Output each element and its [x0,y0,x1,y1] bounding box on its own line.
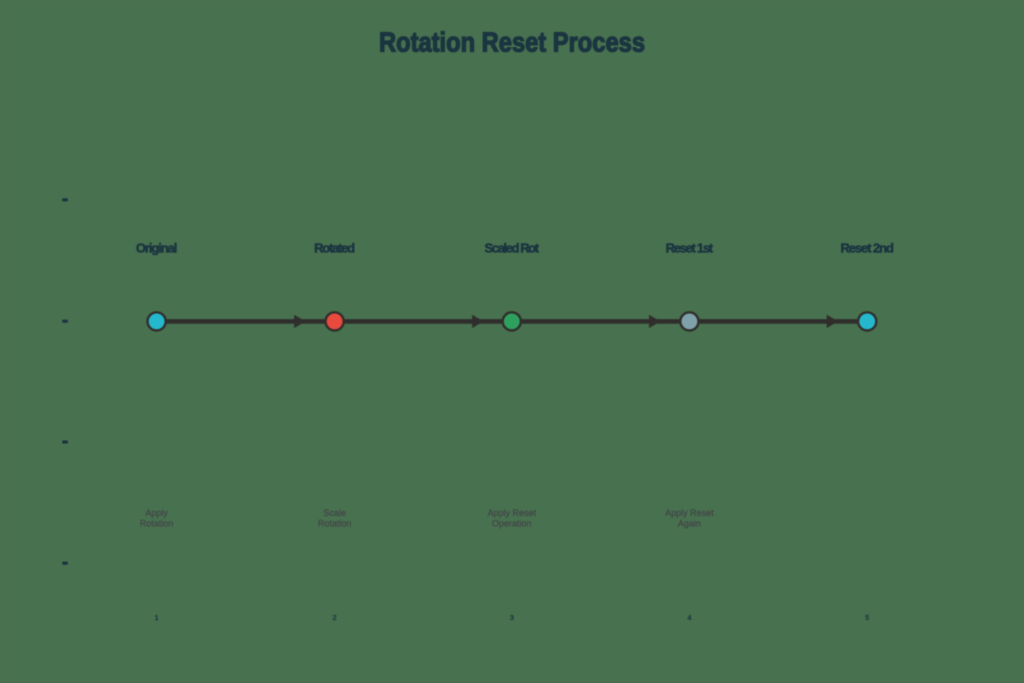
svg-text:4: 4 [687,613,691,622]
svg-text:Rotation: Rotation [318,518,352,528]
svg-text:Apply: Apply [145,508,168,518]
svg-text:Original: Original [136,241,178,256]
svg-text:Reset 1st: Reset 1st [666,241,714,256]
svg-text:Apply Reset: Apply Reset [488,508,537,518]
svg-text:Rotation: Rotation [140,518,174,528]
svg-text:2: 2 [333,613,337,622]
svg-text:Apply Reset: Apply Reset [665,508,714,518]
svg-text:Reset 2nd: Reset 2nd [840,241,894,256]
svg-text:Operation: Operation [492,518,532,528]
svg-text:3: 3 [510,613,514,622]
svg-text:Rotation Reset Process: Rotation Reset Process [379,25,645,57]
svg-text:5: 5 [865,613,869,622]
svg-text:Scaled Rot: Scaled Rot [485,241,540,256]
svg-text:Again: Again [678,518,701,528]
svg-text:Rotated: Rotated [314,241,355,256]
svg-text:Scale: Scale [323,508,346,518]
svg-text:1: 1 [155,613,159,622]
